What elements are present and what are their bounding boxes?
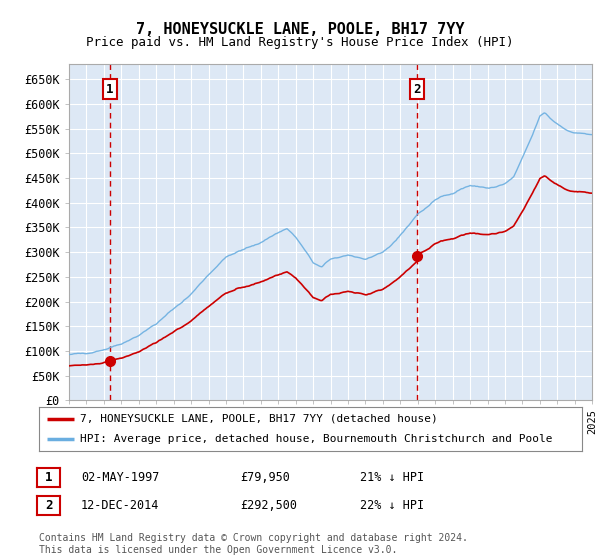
Text: 2: 2 — [45, 498, 52, 512]
Text: 1: 1 — [45, 470, 52, 484]
Text: 21% ↓ HPI: 21% ↓ HPI — [360, 470, 424, 484]
Text: £79,950: £79,950 — [240, 470, 290, 484]
Text: 7, HONEYSUCKLE LANE, POOLE, BH17 7YY: 7, HONEYSUCKLE LANE, POOLE, BH17 7YY — [136, 22, 464, 38]
Text: 12-DEC-2014: 12-DEC-2014 — [81, 498, 160, 512]
Text: Price paid vs. HM Land Registry's House Price Index (HPI): Price paid vs. HM Land Registry's House … — [86, 36, 514, 49]
Text: 22% ↓ HPI: 22% ↓ HPI — [360, 498, 424, 512]
Text: 7, HONEYSUCKLE LANE, POOLE, BH17 7YY (detached house): 7, HONEYSUCKLE LANE, POOLE, BH17 7YY (de… — [80, 414, 437, 424]
Text: 2: 2 — [413, 83, 421, 96]
Text: Contains HM Land Registry data © Crown copyright and database right 2024.
This d: Contains HM Land Registry data © Crown c… — [39, 533, 468, 555]
Text: 1: 1 — [106, 83, 113, 96]
Text: 02-MAY-1997: 02-MAY-1997 — [81, 470, 160, 484]
Text: HPI: Average price, detached house, Bournemouth Christchurch and Poole: HPI: Average price, detached house, Bour… — [80, 434, 552, 444]
Text: £292,500: £292,500 — [240, 498, 297, 512]
